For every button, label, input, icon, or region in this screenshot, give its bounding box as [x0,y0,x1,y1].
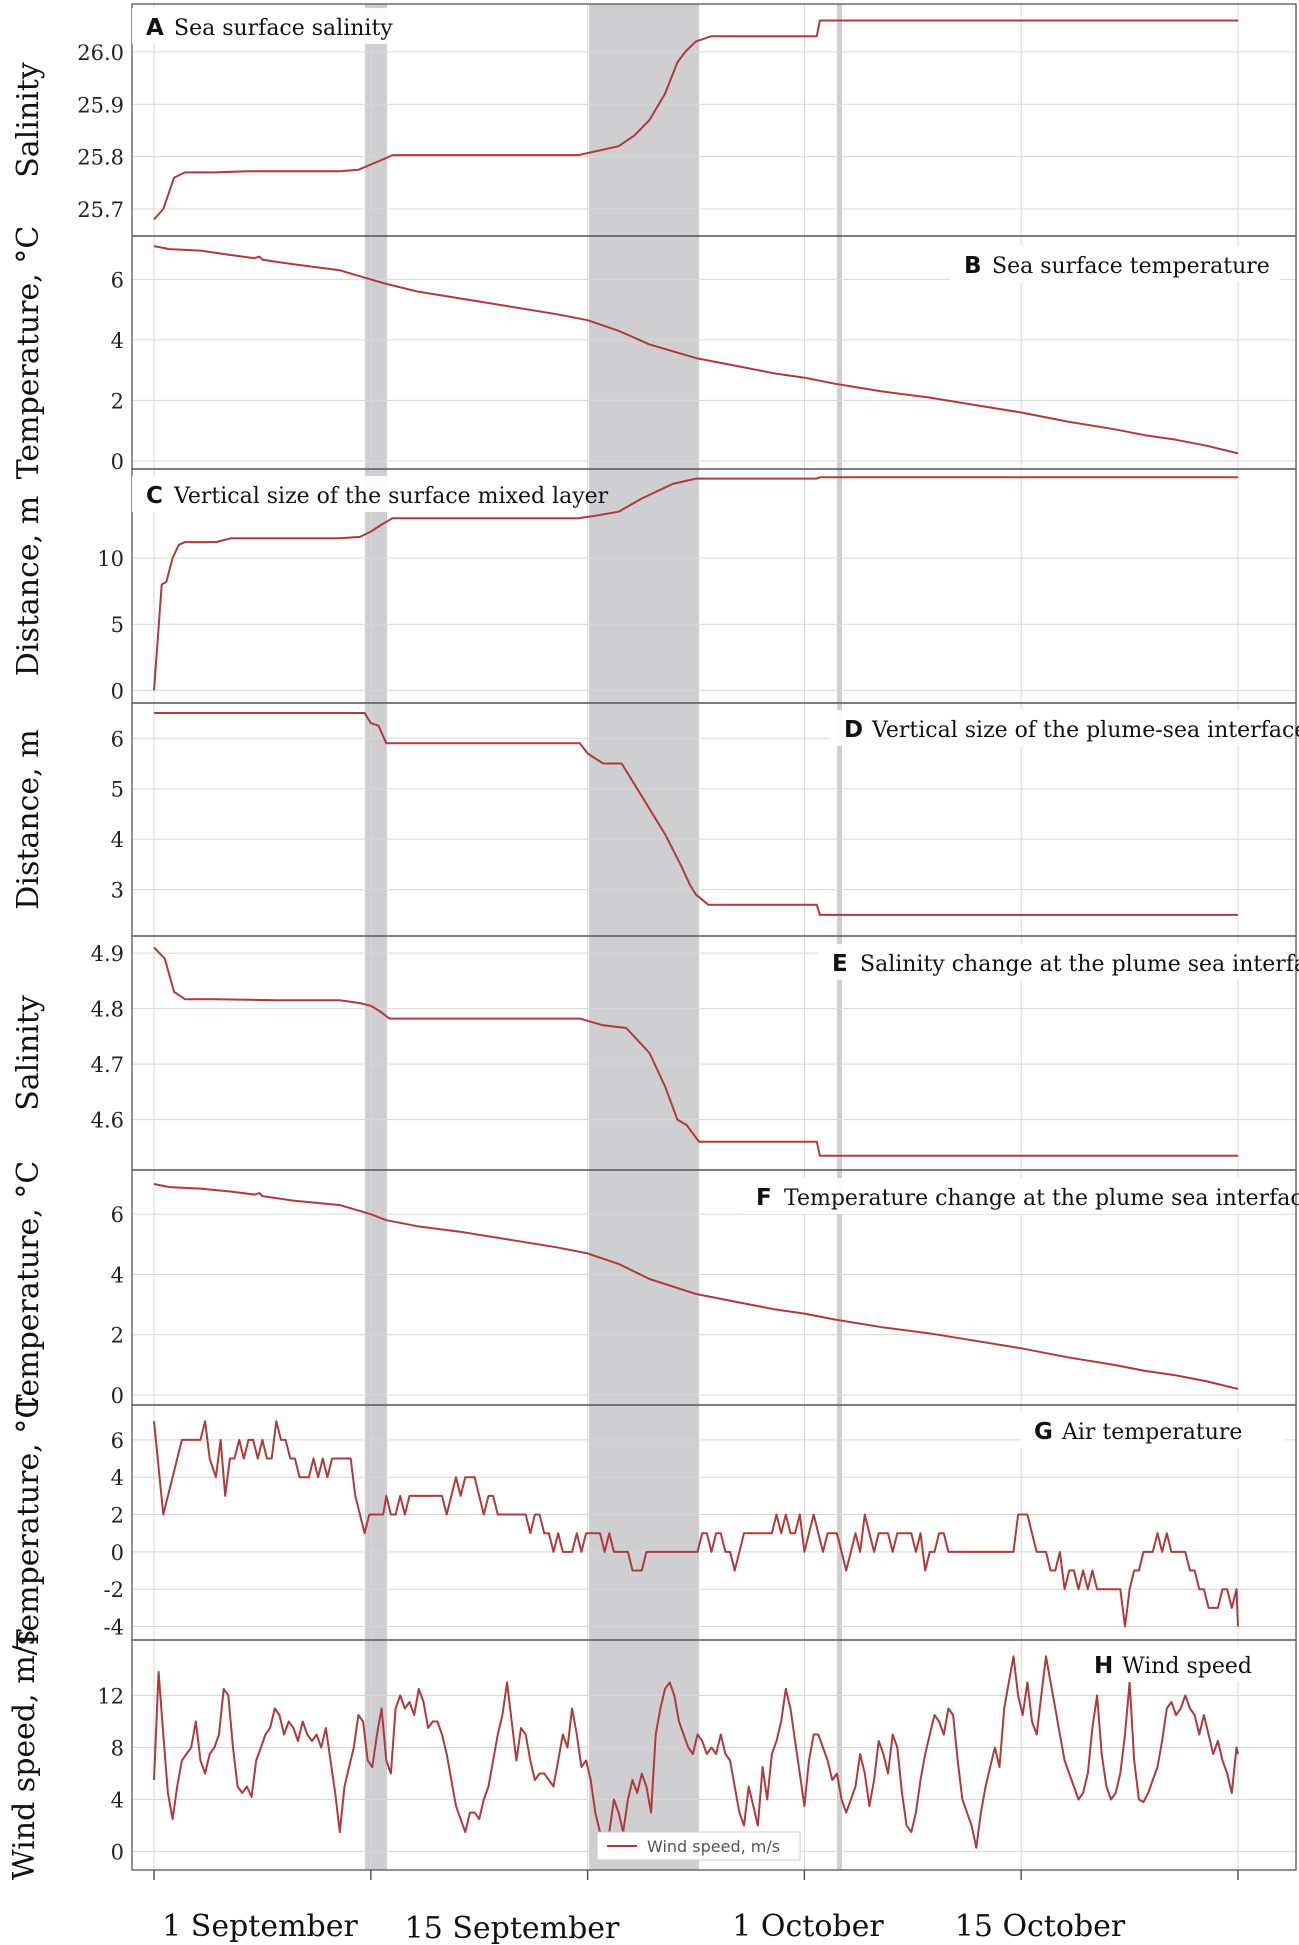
panel-frame [131,1639,1297,1871]
y-axis-label: Temperature, °C [11,1396,46,1650]
x-axis: 1 September 15 September 1 October 15 Octob… [153,1870,1239,1945]
panel-letter: D [844,717,863,743]
y-tick-label: 25.9 [77,93,124,117]
series-line-G [153,1420,1239,1628]
y-tick-label: 0 [111,1541,124,1565]
panel-title: Temperature change at the plume sea inte… [784,1186,1299,1211]
y-axis-label: Salinity [11,62,46,178]
y-axis-label: Distance, m [11,496,46,676]
x-tick-label: 1 September [162,1909,358,1944]
panel-F: 0 2 4 6 Temperature, °C F Temperature change a… [11,1161,1299,1415]
panel-G: -4 -2 0 2 4 6 Temperature, °C G Air temperature [11,1396,1297,1650]
series-line-E [153,946,1238,1157]
y-tick-label: 0 [111,1841,124,1865]
event-band [589,4,699,1870]
panel-letter: B [964,253,982,279]
panel-letter: F [756,1185,772,1211]
y-tick-label: 6 [111,1203,124,1227]
panel-letter: C [146,483,163,509]
y-tick-label: 10 [97,547,124,571]
x-tick-label: 1 October [732,1909,884,1944]
series-line-A [153,19,1238,221]
series-line-D [154,712,1238,916]
y-tick-label: 2 [111,1504,124,1528]
y-tick-label: 6 [111,268,124,292]
title-box [132,476,572,512]
y-tick-label: 6 [111,727,124,751]
panel-title: Sea surface temperature [992,254,1270,279]
title-box [1080,1646,1285,1682]
panel-letter: H [1094,1653,1113,1679]
y-tick-label: 2 [111,1324,124,1348]
y-tick-label: 8 [111,1736,124,1760]
y-tick-label: 4.6 [91,1109,124,1133]
panel-C: 0 5 10 Distance, m C Vertical size of the sur… [11,468,1297,704]
y-tick-label: 26.0 [77,41,124,65]
y-tick-label: 12 [97,1684,124,1708]
panel-letter: G [1034,1419,1053,1445]
y-tick-label: 5 [111,778,124,802]
title-box [132,8,390,44]
panel-title: Sea surface salinity [174,16,393,41]
legend-entry: Wind speed, m/s [647,1837,780,1856]
panel-A: 25.7 25.8 25.9 26.0 Salinity A Sea surface sal… [11,3,1297,237]
y-tick-label: 25.7 [77,198,124,222]
title-box [1020,1412,1285,1448]
y-tick-label: 4.8 [91,998,124,1022]
panel-title: Wind speed [1122,1654,1252,1679]
y-tick-label: 3 [111,879,124,903]
series-line-F [153,1183,1239,1390]
panel-H: 0 4 8 12 Wind speed, m/s H Wind speed Wind spee… [7,1630,1297,1880]
y-tick-label: -4 [104,1616,124,1640]
y-tick-label: 4 [111,1466,124,1490]
y-axis-label: Wind speed, m/s [7,1630,42,1880]
y-tick-label: 4.9 [91,942,124,966]
series-line-H [153,1655,1239,1849]
y-tick-label: 6 [111,1429,124,1453]
panel-E: 4.6 4.7 4.8 4.9 Salinity E Salinity change at … [11,935,1299,1171]
y-tick-label: 4 [111,329,124,353]
y-tick-label: 25.8 [77,146,124,170]
y-tick-label: 4 [111,1789,124,1813]
y-tick-label: 2 [111,389,124,413]
panel-title: Vertical size of the surface mixed layer [173,484,609,509]
y-axis-label: Temperature, °C [11,226,46,480]
y-tick-label: -2 [104,1578,124,1602]
y-axis-label: Temperature, °C [11,1161,46,1415]
panel-title: Salinity change at the plume sea interfa… [860,952,1299,977]
panels: 25.7 25.8 25.9 26.0 Salinity A Sea surface sal… [7,3,1299,1880]
series-line-C [153,476,1238,691]
title-box [742,1178,1285,1214]
title-box [950,246,1280,282]
series-line-B [153,245,1239,455]
x-tick-label: 15 October [955,1909,1126,1944]
panel-letter: A [146,15,164,41]
y-tick-label: 0 [111,1384,124,1408]
x-tick-label: 15 September [405,1911,620,1945]
panel-title: Vertical size of the plume-sea interface [871,718,1299,743]
title-box [818,944,1285,980]
panel-letter: E [832,951,848,977]
panel-title: Air temperature [1061,1420,1242,1445]
event-shading [365,4,842,1870]
y-tick-label: 4.7 [91,1053,124,1077]
y-tick-label: 5 [111,613,124,637]
panel-D: 3 4 5 6 Distance, m D Vertical size of the plu… [11,702,1299,937]
y-tick-label: 0 [111,450,124,474]
title-box [830,710,1285,746]
event-band [837,4,842,1870]
y-tick-label: 0 [111,679,124,703]
y-tick-label: 4 [111,828,124,852]
panel-B: 0 2 4 6 Temperature, °C B Sea surface temperat… [11,226,1297,480]
y-tick-label: 4 [111,1263,124,1287]
y-axis-label: Distance, m [11,729,46,909]
y-axis-label: Salinity [11,995,46,1111]
